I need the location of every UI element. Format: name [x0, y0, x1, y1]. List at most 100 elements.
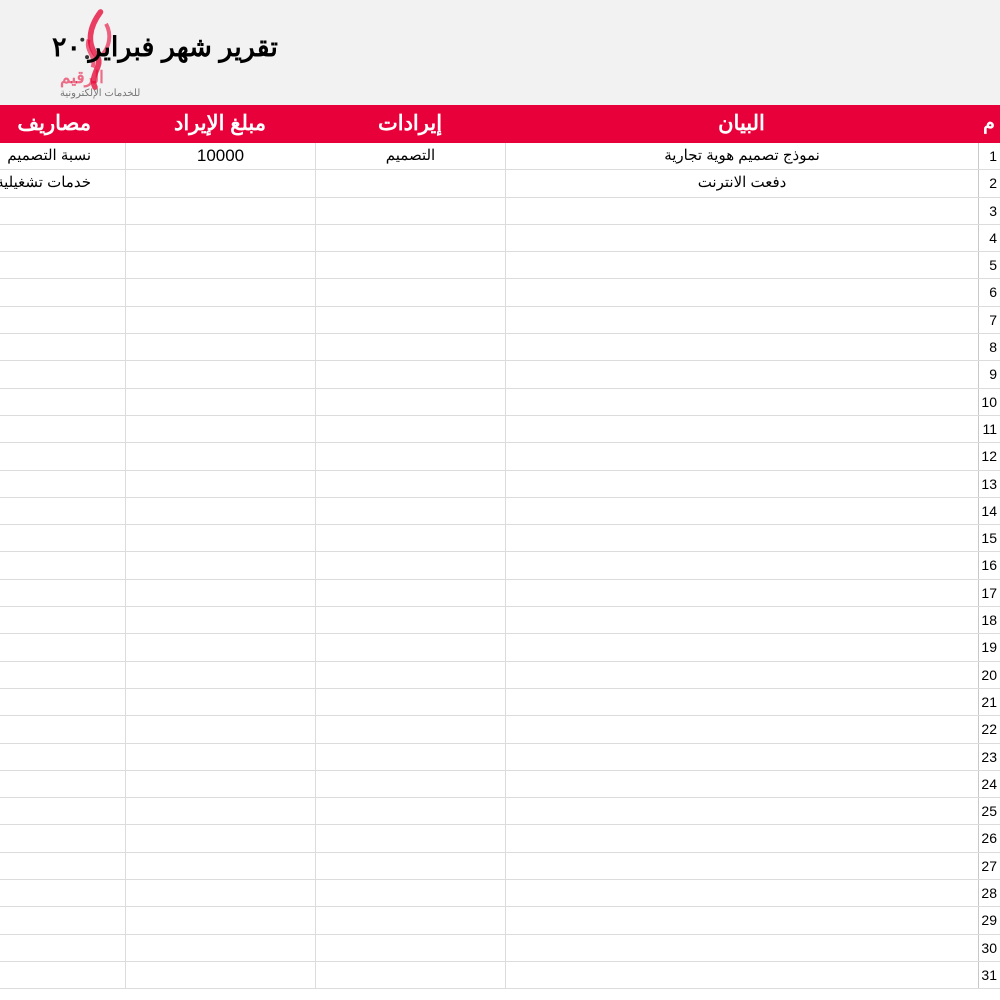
- description-cell[interactable]: [505, 470, 978, 497]
- expense-cell[interactable]: [0, 798, 125, 824]
- description-cell[interactable]: [505, 961, 978, 989]
- amount-cell[interactable]: [125, 798, 315, 825]
- amount-cell[interactable]: [125, 252, 315, 279]
- income-cell[interactable]: [315, 852, 505, 880]
- amount-cell[interactable]: [125, 552, 315, 579]
- expense-cell[interactable]: [0, 853, 125, 879]
- description-cell[interactable]: [505, 197, 978, 224]
- income-cell[interactable]: [315, 306, 505, 334]
- amount-cell[interactable]: [125, 770, 315, 798]
- description-cell[interactable]: [505, 497, 978, 525]
- amount-cell[interactable]: [125, 852, 315, 880]
- amount-cell[interactable]: [125, 443, 315, 470]
- description-cell[interactable]: [505, 415, 978, 443]
- income-cell[interactable]: [315, 388, 505, 415]
- income-cell[interactable]: [315, 415, 505, 443]
- amount-cell[interactable]: [125, 361, 315, 388]
- income-cell[interactable]: [315, 770, 505, 798]
- expense-cell[interactable]: [0, 962, 125, 988]
- description-cell[interactable]: [505, 579, 978, 607]
- amount-cell[interactable]: [125, 306, 315, 334]
- amount-cell[interactable]: [125, 470, 315, 497]
- expense-cell[interactable]: [0, 334, 125, 360]
- amount-cell[interactable]: [125, 415, 315, 443]
- income-cell[interactable]: [315, 880, 505, 907]
- amount-cell[interactable]: [125, 197, 315, 224]
- expense-cell[interactable]: [0, 907, 125, 933]
- expense-cell[interactable]: [0, 252, 125, 278]
- income-cell[interactable]: [315, 798, 505, 825]
- income-cell[interactable]: [315, 525, 505, 552]
- income-cell[interactable]: [315, 688, 505, 716]
- expense-cell[interactable]: [0, 307, 125, 333]
- income-cell[interactable]: [315, 197, 505, 224]
- description-cell[interactable]: [505, 525, 978, 552]
- expense-cell[interactable]: [0, 552, 125, 578]
- income-cell[interactable]: [315, 279, 505, 306]
- income-cell[interactable]: [315, 661, 505, 688]
- amount-cell[interactable]: [125, 607, 315, 634]
- expense-cell[interactable]: [0, 662, 125, 688]
- amount-cell[interactable]: [125, 224, 315, 252]
- amount-cell[interactable]: [125, 525, 315, 552]
- amount-cell[interactable]: [125, 934, 315, 961]
- description-cell[interactable]: [505, 279, 978, 306]
- description-cell[interactable]: [505, 798, 978, 825]
- income-cell[interactable]: [315, 607, 505, 634]
- expense-cell[interactable]: [0, 361, 125, 387]
- income-cell[interactable]: [315, 470, 505, 497]
- amount-cell[interactable]: [125, 388, 315, 415]
- expense-cell[interactable]: [0, 634, 125, 660]
- description-cell[interactable]: [505, 306, 978, 334]
- income-cell[interactable]: [315, 716, 505, 743]
- income-cell[interactable]: [315, 170, 505, 197]
- expense-cell[interactable]: [0, 580, 125, 606]
- amount-cell[interactable]: [125, 579, 315, 607]
- amount-cell[interactable]: [125, 825, 315, 852]
- description-cell[interactable]: [505, 716, 978, 743]
- description-cell[interactable]: [505, 443, 978, 470]
- expense-cell[interactable]: [0, 198, 125, 224]
- income-cell[interactable]: [315, 552, 505, 579]
- amount-cell[interactable]: [125, 634, 315, 661]
- amount-cell[interactable]: [125, 279, 315, 306]
- amount-cell[interactable]: 10000: [125, 143, 315, 170]
- expense-cell[interactable]: [0, 716, 125, 742]
- description-cell[interactable]: [505, 880, 978, 907]
- description-cell[interactable]: دفعت الانترنت: [505, 170, 978, 197]
- description-cell[interactable]: [505, 334, 978, 361]
- income-cell[interactable]: [315, 825, 505, 852]
- expense-cell[interactable]: [0, 935, 125, 961]
- description-cell[interactable]: [505, 743, 978, 770]
- income-cell[interactable]: [315, 224, 505, 252]
- expense-cell[interactable]: [0, 443, 125, 469]
- description-cell[interactable]: [505, 552, 978, 579]
- amount-cell[interactable]: [125, 688, 315, 716]
- amount-cell[interactable]: [125, 170, 315, 197]
- amount-cell[interactable]: [125, 907, 315, 934]
- expense-cell[interactable]: [0, 525, 125, 551]
- description-cell[interactable]: [505, 607, 978, 634]
- amount-cell[interactable]: [125, 334, 315, 361]
- income-cell[interactable]: [315, 634, 505, 661]
- income-cell[interactable]: [315, 961, 505, 989]
- expense-cell[interactable]: [0, 689, 125, 715]
- expense-cell[interactable]: [0, 498, 125, 524]
- income-cell[interactable]: [315, 361, 505, 388]
- expense-cell[interactable]: [0, 225, 125, 251]
- amount-cell[interactable]: [125, 661, 315, 688]
- expense-cell[interactable]: [0, 471, 125, 497]
- income-cell[interactable]: [315, 334, 505, 361]
- description-cell[interactable]: [505, 907, 978, 934]
- expense-cell[interactable]: [0, 744, 125, 770]
- expense-cell[interactable]: [0, 416, 125, 442]
- description-cell[interactable]: [505, 934, 978, 961]
- expense-cell[interactable]: خدمات تشغيلية: [0, 174, 91, 192]
- income-cell[interactable]: التصميم: [315, 143, 505, 170]
- description-cell[interactable]: [505, 661, 978, 688]
- description-cell[interactable]: [505, 688, 978, 716]
- expense-cell[interactable]: [0, 880, 125, 906]
- amount-cell[interactable]: [125, 880, 315, 907]
- expense-cell[interactable]: [0, 825, 125, 851]
- amount-cell[interactable]: [125, 716, 315, 743]
